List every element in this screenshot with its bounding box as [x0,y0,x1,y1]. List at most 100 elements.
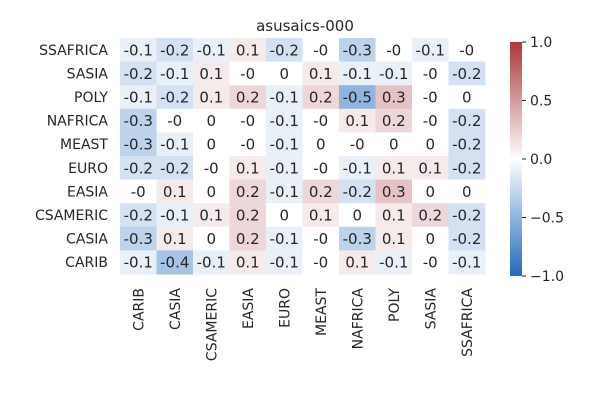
heatmap-cell [302,108,340,133]
cell-value-label: 0 [425,183,435,201]
y-tick-label: CARIB [65,255,108,271]
heatmap-cell [302,203,340,228]
x-tick-labels: CARIB CASIA CSAMERIC EASIA EURO MEAST NAFRICA P… [131,288,476,361]
heatmap-cell [156,38,194,63]
heatmap-cell [266,38,303,63]
cell-value-label: -0.1 [160,136,189,154]
heatmap-cell [156,61,194,86]
cell-value-label: -0.2 [124,65,153,83]
heatmap-cell [120,203,157,228]
cell-value-label: -0.2 [452,230,481,248]
cell-value-label: -0.1 [343,65,372,83]
cell-value-label: -0.1 [124,254,153,272]
cell-value-label: -0.1 [416,41,445,59]
colorbar-gradient [510,42,522,276]
heatmap-cell [302,179,340,204]
heatmap-cell [229,156,267,181]
cell-value-label: -0.3 [124,136,153,154]
cell-value-label: -0.1 [452,254,481,272]
heatmap-cell [448,250,486,275]
heatmap-cell [156,108,194,133]
heatmap-cell [375,108,413,133]
cell-value-label: 0.1 [309,207,333,225]
cell-value-label: 0.1 [382,230,406,248]
colorbar: −1.0 −0.5 0.0 0.5 1.0 [510,35,564,285]
heatmap-cell [412,61,449,86]
heatmap-cell [120,250,157,275]
heatmap-cell [375,132,413,157]
cell-value-label: -0 [350,136,365,154]
cell-value-label: -0 [131,183,146,201]
cell-value-label: -0 [313,254,328,272]
y-tick-label: SSAFRICA [39,43,108,59]
cell-value-label: -0.2 [452,112,481,130]
cell-value-label: 0 [462,89,472,107]
cell-value-label: 0.1 [236,159,260,177]
x-tick-label: MEAST [314,288,330,336]
y-tick-label: EASIA [67,184,108,200]
heatmap-cell [193,226,230,251]
heatmap-cell [120,108,157,133]
heatmap-cell [339,61,376,86]
heatmap-cell [302,61,340,86]
heatmap-cell [156,156,194,181]
heatmap-cell [266,85,303,110]
cell-value-label: 0.2 [418,207,442,225]
heatmap-cell [120,132,157,157]
heatmap-cell [375,85,413,110]
heatmap-cell [375,38,413,63]
heatmap-cell [302,226,340,251]
heatmap-cells: -0.1 -0.2 -0.1 0.1 -0.2 -0 -0.3 -0 -0.1 -0 -0.2 -0.… [120,38,486,275]
heatmap-cell [156,179,194,204]
x-tick-label: SSAFRICA [460,288,476,357]
heatmap-cell [266,61,303,86]
heatmap-cell [229,179,267,204]
heatmap-cell [156,226,194,251]
heatmap-cell [156,203,194,228]
y-tick-label: SASIA [67,66,109,82]
cell-value-label: -0.3 [343,230,372,248]
heatmap-cell [339,179,376,204]
heatmap-cell [412,85,449,110]
heatmap-cell [412,226,449,251]
cell-value-label: 0.1 [163,183,187,201]
heatmap-cell [266,132,303,157]
cell-value-label: 0.1 [309,65,333,83]
cell-value-label: -0.1 [124,41,153,59]
heatmap-cell [412,38,449,63]
cell-value-label: -0.1 [270,136,299,154]
cell-value-label: -0.1 [160,65,189,83]
y-tick-label: MEAST [60,137,108,153]
cell-value-label: -0 [167,112,182,130]
cell-value-label: -0.3 [343,41,372,59]
y-tick-label: CASIA [66,232,108,248]
heatmap-cell [266,203,303,228]
heatmap-cell [302,38,340,63]
heatmap-cell [193,179,230,204]
cell-value-label: -0.1 [343,159,372,177]
heatmap-cell [448,179,486,204]
heatmap-cell [375,61,413,86]
heatmap-cell [266,108,303,133]
cell-value-label: 0 [316,136,326,154]
cell-value-label: 0 [206,112,216,130]
cell-value-label: 0.2 [236,89,260,107]
cell-value-label: 0.1 [199,65,223,83]
cell-value-label: -0.5 [343,89,372,107]
heatmap-cell [375,250,413,275]
cell-value-label: 0.1 [236,41,260,59]
y-tick-label: POLY [74,90,108,106]
cell-value-label: -0.2 [160,41,189,59]
heatmap-cell [339,203,376,228]
cell-value-label: -0 [386,41,401,59]
colorbar-tick-label: −1.0 [530,269,564,285]
heatmap-cell [193,38,230,63]
cell-value-label: 0.2 [309,183,333,201]
cell-value-label: 0.3 [382,89,406,107]
heatmap-cell [229,85,267,110]
cell-value-label: -0.2 [160,89,189,107]
cell-value-label: 0 [279,207,289,225]
cell-value-label: 0.1 [199,89,223,107]
heatmap-cell [339,156,376,181]
